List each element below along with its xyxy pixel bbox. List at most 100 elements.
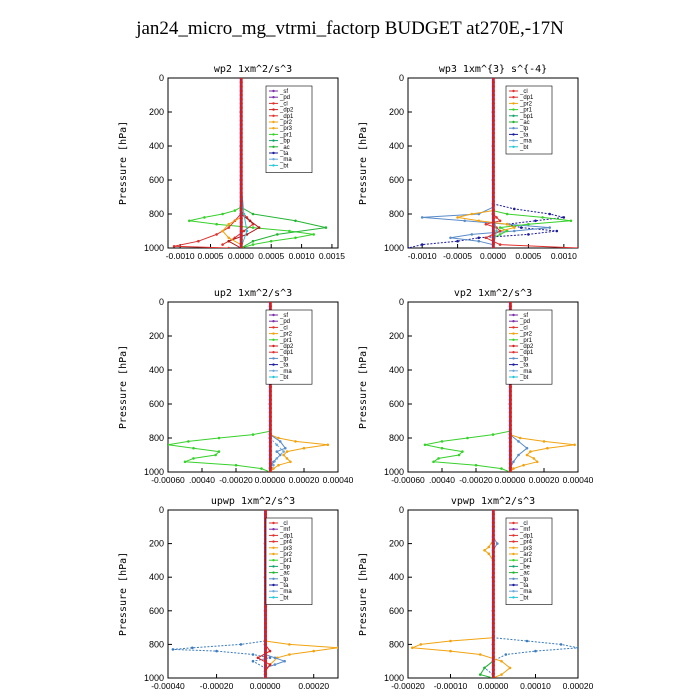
x-tick-label: 0.00020	[563, 681, 594, 691]
zero-line-marker	[491, 123, 495, 127]
zero-line-marker	[491, 225, 495, 229]
legend-label: _sf	[279, 89, 288, 95]
zero-line-marker	[268, 462, 272, 465]
series-marker	[527, 222, 530, 226]
zero-line-marker	[491, 651, 495, 655]
zero-line-marker	[239, 208, 243, 212]
series-marker	[283, 659, 286, 663]
series-marker	[227, 226, 230, 229]
legend-label: _pr2	[279, 552, 293, 558]
legend-label: _bt	[519, 595, 529, 601]
zero-line-marker	[491, 659, 495, 663]
legend-label: _dp2	[279, 108, 294, 114]
zero-line-marker	[491, 630, 495, 634]
series-marker	[474, 463, 478, 467]
series-marker	[277, 436, 280, 440]
zero-line-marker	[239, 216, 243, 220]
zero-line-marker	[239, 229, 243, 233]
series-marker	[466, 436, 469, 440]
legend-marker	[512, 546, 515, 549]
x-tick-label: 0.00000	[255, 475, 286, 485]
x-tick-label: 0.00000	[250, 681, 281, 691]
zero-line-marker	[268, 389, 272, 393]
legend-marker	[512, 326, 515, 329]
legend-marker	[512, 313, 515, 317]
series-marker	[242, 212, 246, 216]
zero-line-marker	[491, 238, 495, 241]
series-marker	[272, 460, 275, 464]
zero-line-marker	[491, 93, 495, 97]
legend-marker	[272, 151, 275, 155]
zero-line-marker	[491, 233, 495, 237]
zero-line-marker	[491, 575, 495, 579]
zero-line-marker	[268, 415, 272, 419]
legend-marker	[272, 89, 275, 93]
series-marker	[227, 236, 230, 240]
series-marker	[269, 239, 273, 243]
legend-label: _ma	[519, 139, 532, 145]
legend-marker	[512, 596, 515, 599]
zero-line-marker	[491, 148, 495, 152]
legend-marker	[512, 351, 515, 354]
series-marker	[251, 433, 255, 436]
zero-line-marker	[491, 533, 495, 537]
series-marker	[525, 453, 529, 457]
series-marker	[470, 233, 474, 236]
chart-panel-wp2: wp2 1xm^2/s^3 Pressure [hPa] 0 200 400 600 800…	[118, 64, 345, 261]
legend-marker	[512, 96, 515, 99]
zero-line-marker	[268, 385, 272, 389]
zero-line-marker	[264, 626, 268, 630]
series-marker	[233, 209, 237, 212]
legend-label: _mf	[519, 527, 530, 533]
zero-line-marker	[264, 630, 268, 634]
series-marker	[275, 443, 279, 447]
series-marker	[420, 243, 424, 246]
legend-label: _pr3	[279, 126, 293, 132]
x-tick-label: -0.0005	[443, 251, 472, 261]
plot-frame	[167, 77, 339, 249]
zero-line-marker	[264, 512, 268, 516]
series-marker	[573, 443, 576, 447]
legend-label: _cl	[279, 325, 288, 331]
y-tick-label: 200	[389, 107, 404, 117]
series-marker	[273, 656, 277, 660]
zero-line-marker	[491, 647, 495, 651]
legend-marker	[272, 559, 275, 562]
series-marker	[461, 450, 464, 453]
zero-line-marker	[491, 596, 495, 600]
y-axis-label: Pressure [hPa]	[118, 121, 129, 205]
series-marker	[500, 467, 503, 470]
series-marker	[495, 229, 498, 233]
legend-marker	[272, 521, 275, 525]
zero-line-marker	[239, 136, 243, 139]
zero-line-marker	[491, 127, 495, 131]
legend-marker	[512, 127, 515, 130]
panel-title: up2 1xm^2/s^3	[214, 288, 292, 299]
series-marker	[505, 222, 509, 226]
y-tick-label: 800	[389, 433, 404, 443]
series-marker	[542, 440, 546, 443]
zero-line-marker	[491, 579, 495, 583]
y-tick-label: 600	[389, 175, 404, 185]
series-marker	[419, 643, 423, 646]
legend-marker	[272, 108, 275, 111]
zero-line-marker	[508, 436, 512, 440]
zero-line-marker	[239, 238, 243, 241]
zero-line-marker	[491, 626, 495, 630]
zero-line-marker	[491, 605, 495, 609]
series-marker	[456, 216, 459, 219]
y-tick-label: 0	[159, 505, 164, 515]
series-marker	[500, 659, 503, 663]
zero-line-marker	[239, 153, 243, 156]
legend-marker	[272, 120, 275, 124]
series-marker	[168, 443, 170, 447]
series-group	[411, 510, 578, 678]
legend-marker	[512, 357, 515, 360]
legend-marker	[272, 326, 275, 329]
zero-line-marker	[268, 432, 272, 436]
legend-marker	[512, 102, 515, 105]
zero-line-marker	[491, 110, 495, 114]
x-tick-label: -0.00020	[219, 475, 253, 485]
legend-label: _ta	[279, 583, 289, 589]
legend-marker	[272, 528, 275, 531]
